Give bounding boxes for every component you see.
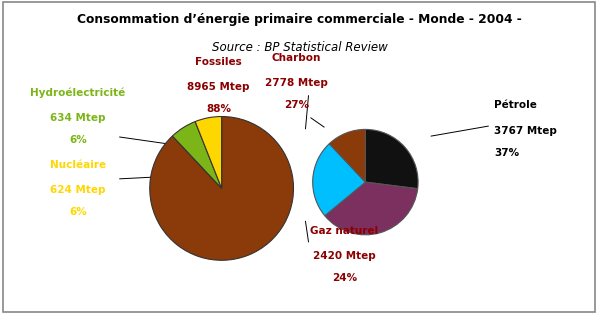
Wedge shape bbox=[150, 116, 294, 260]
Wedge shape bbox=[313, 144, 365, 216]
Text: Pétrole: Pétrole bbox=[494, 100, 537, 111]
Text: Charbon: Charbon bbox=[272, 53, 321, 63]
Wedge shape bbox=[195, 116, 222, 188]
Text: 6%: 6% bbox=[69, 207, 87, 217]
Text: 634 Mtep: 634 Mtep bbox=[50, 113, 105, 123]
Text: 3767 Mtep: 3767 Mtep bbox=[494, 126, 557, 136]
Text: 24%: 24% bbox=[332, 273, 357, 283]
Wedge shape bbox=[325, 182, 418, 235]
Text: 27%: 27% bbox=[284, 100, 309, 111]
Text: 37%: 37% bbox=[494, 148, 519, 158]
Wedge shape bbox=[329, 129, 365, 182]
Text: Nucléaire: Nucléaire bbox=[50, 160, 106, 170]
Text: 624 Mtep: 624 Mtep bbox=[50, 185, 105, 195]
Text: Consommation d’énergie primaire commerciale - Monde - 2004 -: Consommation d’énergie primaire commerci… bbox=[77, 13, 522, 25]
Text: Fossiles: Fossiles bbox=[195, 57, 242, 67]
Text: 8965 Mtep: 8965 Mtep bbox=[187, 82, 250, 92]
Wedge shape bbox=[365, 129, 418, 189]
Wedge shape bbox=[173, 122, 222, 188]
Text: Source : BP Statistical Review: Source : BP Statistical Review bbox=[211, 41, 388, 54]
Text: Gaz naturel: Gaz naturel bbox=[310, 226, 379, 236]
Text: 2420 Mtep: 2420 Mtep bbox=[313, 251, 376, 261]
Text: 6%: 6% bbox=[69, 135, 87, 145]
Text: 88%: 88% bbox=[206, 104, 231, 114]
Text: Hydroélectricité: Hydroélectricité bbox=[30, 88, 126, 98]
Text: 2778 Mtep: 2778 Mtep bbox=[265, 78, 328, 89]
